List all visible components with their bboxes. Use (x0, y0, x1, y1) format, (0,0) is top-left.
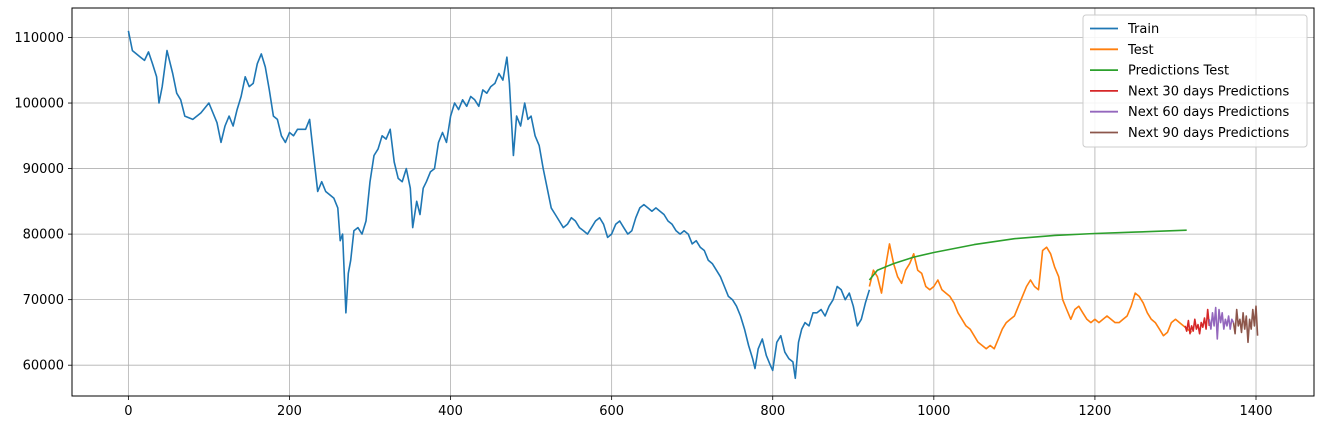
x-tick-label: 1400 (1239, 404, 1272, 419)
x-tick-label: 200 (277, 404, 302, 419)
plot-border (71, 7, 1315, 397)
x-tick-label: 400 (438, 404, 463, 419)
x-tick-label: 1000 (917, 404, 950, 419)
x-axis: 0 200 400 600 800 1000 1200 1400 (124, 396, 1273, 419)
y-axis: 60000 70000 80000 90000 100000 110000 (14, 31, 72, 374)
y-tick-label: 90000 (23, 162, 64, 177)
series-line-next-60-days-predictions (1208, 306, 1235, 340)
series-line-predictions-test (868, 229, 1187, 281)
x-tick-label: 0 (124, 404, 132, 419)
legend-label: Next 60 days Predictions (1128, 105, 1289, 120)
legend-label: Predictions Test (1128, 64, 1229, 79)
y-tick-label: 60000 (23, 359, 64, 374)
y-tick-label: 110000 (14, 31, 64, 46)
x-tick-label: 800 (760, 404, 785, 419)
legend-label: Next 30 days Predictions (1128, 84, 1289, 99)
y-tick-label: 80000 (23, 228, 64, 243)
series-line-test (868, 243, 1193, 350)
legend-label: Test (1127, 43, 1154, 58)
series-line-next-90-days-predictions (1232, 305, 1259, 344)
x-tick-label: 600 (599, 404, 624, 419)
legend-box (1082, 14, 1308, 148)
series-line-train (127, 30, 871, 380)
y-tick-label: 70000 (23, 293, 64, 308)
legend-label: Train (1127, 22, 1159, 37)
legend: Train Test Predictions Test Next 30 days Pr… (1082, 14, 1308, 148)
y-tick-label: 100000 (14, 97, 64, 112)
legend-label: Next 90 days Predictions (1128, 126, 1289, 141)
series-layer (127, 30, 1259, 380)
series-line-next-30-days-predictions (1184, 308, 1211, 335)
x-tick-label: 1200 (1078, 404, 1111, 419)
